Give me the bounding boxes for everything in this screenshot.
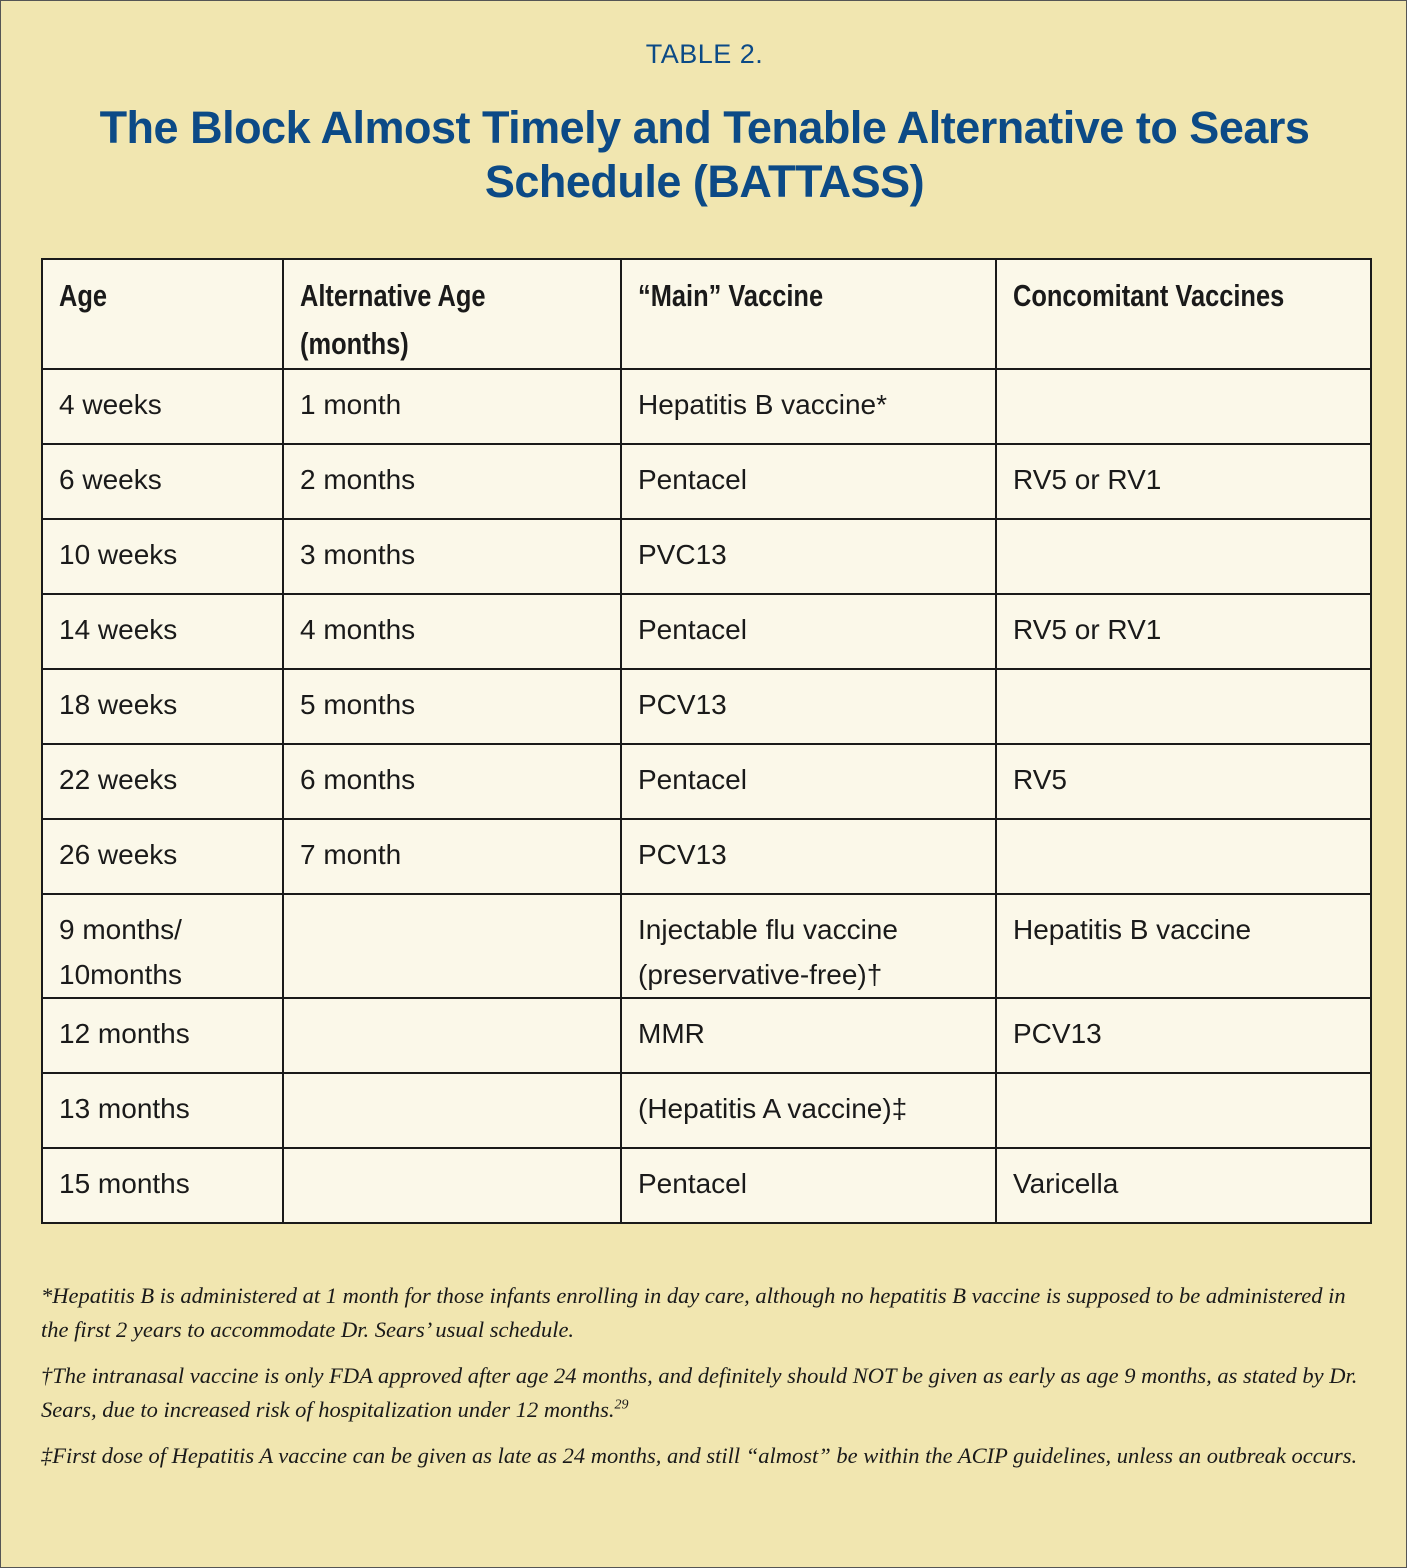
cell-alternative-age: 5 months <box>282 668 622 745</box>
table-row: 22 weeks 6 months Pentacel RV5 <box>41 743 1372 820</box>
table-header-row: Age Alternative Age (months) “Main” Vacc… <box>41 258 1372 370</box>
cell-alternative-age: 7 month <box>282 818 622 895</box>
cell-age: 13 months <box>41 1072 284 1149</box>
header-age: Age <box>41 258 284 370</box>
table-row: 14 weeks 4 months Pentacel RV5 or RV1 <box>41 593 1372 670</box>
vaccine-schedule-table: Age Alternative Age (months) “Main” Vacc… <box>41 258 1372 1224</box>
cell-age: 9 months/ 10months <box>41 893 284 999</box>
footnote-hepatitis-b: *Hepatitis B is administered at 1 month … <box>41 1283 1346 1342</box>
cell-concomitant-vaccines: RV5 or RV1 <box>995 593 1372 670</box>
cell-concomitant-vaccines <box>995 668 1372 745</box>
table-row: 9 months/ 10months Injectable flu vaccin… <box>41 893 1372 999</box>
header-main-vaccine: “Main” Vaccine <box>620 258 997 370</box>
cell-main-vaccine: Pentacel <box>620 1147 997 1224</box>
table-title: The Block Almost Timely and Tenable Alte… <box>99 102 1310 207</box>
cell-alternative-age: 3 months <box>282 518 622 595</box>
table-row: 4 weeks 1 month Hepatitis B vaccine* <box>41 368 1372 445</box>
table-row: 15 months Pentacel Varicella <box>41 1147 1372 1224</box>
cell-age: 10 weeks <box>41 518 284 595</box>
cell-main-vaccine: Pentacel <box>620 443 997 520</box>
cell-age: 14 weeks <box>41 593 284 670</box>
cell-alternative-age: 4 months <box>282 593 622 670</box>
cell-alternative-age <box>282 893 622 999</box>
table-row: 12 months MMR PCV13 <box>41 997 1372 1074</box>
header-concomitant-vaccines: Concomitant Vaccines <box>995 258 1372 370</box>
cell-main-vaccine: PVC13 <box>620 518 997 595</box>
footnotes: *Hepatitis B is administered at 1 month … <box>41 1279 1371 1485</box>
cell-main-vaccine: Pentacel <box>620 593 997 670</box>
cell-alternative-age: 6 months <box>282 743 622 820</box>
cell-concomitant-vaccines: PCV13 <box>995 997 1372 1074</box>
cell-main-vaccine: Pentacel <box>620 743 997 820</box>
footnote-reference: 29 <box>614 1397 629 1413</box>
cell-age: 6 weeks <box>41 443 284 520</box>
cell-concomitant-vaccines: RV5 <box>995 743 1372 820</box>
table-row: 26 weeks 7 month PCV13 <box>41 818 1372 895</box>
cell-main-vaccine: PCV13 <box>620 818 997 895</box>
cell-main-vaccine: PCV13 <box>620 668 997 745</box>
cell-alternative-age <box>282 1147 622 1224</box>
cell-concomitant-vaccines <box>995 1072 1372 1149</box>
cell-concomitant-vaccines <box>995 518 1372 595</box>
cell-age: 26 weeks <box>41 818 284 895</box>
table-label: TABLE 2. <box>645 39 764 69</box>
footnote-hepatitis-a: ‡First dose of Hepatitis A vaccine can b… <box>41 1443 1358 1468</box>
cell-age: 18 weeks <box>41 668 284 745</box>
cell-age: 15 months <box>41 1147 284 1224</box>
cell-alternative-age: 1 month <box>282 368 622 445</box>
cell-age: 12 months <box>41 997 284 1074</box>
cell-age: 4 weeks <box>41 368 284 445</box>
cell-main-vaccine: MMR <box>620 997 997 1074</box>
cell-alternative-age: 2 months <box>282 443 622 520</box>
cell-alternative-age <box>282 1072 622 1149</box>
cell-main-vaccine: Hepatitis B vaccine* <box>620 368 997 445</box>
footnote-intranasal: †The intranasal vaccine is only FDA appr… <box>41 1363 1358 1422</box>
cell-concomitant-vaccines <box>995 368 1372 445</box>
cell-alternative-age <box>282 997 622 1074</box>
table-row: 13 months (Hepatitis A vaccine)‡ <box>41 1072 1372 1149</box>
table-row: 18 weeks 5 months PCV13 <box>41 668 1372 745</box>
cell-concomitant-vaccines: RV5 or RV1 <box>995 443 1372 520</box>
table-row: 6 weeks 2 months Pentacel RV5 or RV1 <box>41 443 1372 520</box>
header-alternative-age: Alternative Age (months) <box>282 258 622 370</box>
cell-concomitant-vaccines: Hepatitis B vaccine <box>995 893 1372 999</box>
cell-age: 22 weeks <box>41 743 284 820</box>
cell-concomitant-vaccines: Varicella <box>995 1147 1372 1224</box>
cell-main-vaccine: Injectable flu vaccine (preservative-fre… <box>620 893 997 999</box>
table-row: 10 weeks 3 months PVC13 <box>41 518 1372 595</box>
cell-main-vaccine: (Hepatitis A vaccine)‡ <box>620 1072 997 1149</box>
cell-concomitant-vaccines <box>995 818 1372 895</box>
